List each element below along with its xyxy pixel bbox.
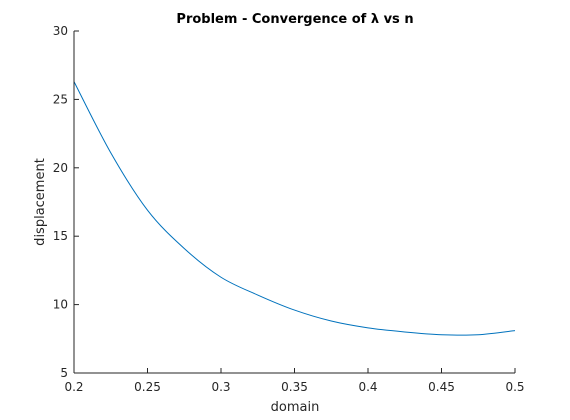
x-tick-label: 0.4 xyxy=(358,380,377,394)
x-tick-label: 0.5 xyxy=(505,380,524,394)
y-tick-label: 20 xyxy=(53,161,68,175)
x-tick-label: 0.2 xyxy=(64,380,83,394)
y-axis-label: displacement xyxy=(33,158,48,246)
series-line xyxy=(74,82,515,336)
y-tick-label: 30 xyxy=(53,24,68,38)
series-layer xyxy=(74,82,515,336)
y-tick-label: 10 xyxy=(53,298,68,312)
x-tick-label: 0.45 xyxy=(428,380,455,394)
y-tick-label: 15 xyxy=(53,229,68,243)
x-tick-label: 0.3 xyxy=(211,380,230,394)
x-axis-label: domain xyxy=(271,400,320,415)
x-tick-label: 0.35 xyxy=(281,380,308,394)
chart-title: Problem - Convergence of λ vs n xyxy=(176,12,413,27)
x-tick-label: 0.25 xyxy=(134,380,161,394)
y-tick-label: 25 xyxy=(53,92,68,106)
x-axis-ticks: 0.2 0.25 0.3 0.35 0.4 0.45 0.5 xyxy=(64,368,524,394)
y-tick-label: 5 xyxy=(60,366,68,380)
y-axis-ticks: 5 10 15 20 25 30 xyxy=(53,24,79,380)
plot-area: 0.2 0.25 0.3 0.35 0.4 0.45 0.5 5 10 15 20 25 30 xyxy=(53,24,525,394)
